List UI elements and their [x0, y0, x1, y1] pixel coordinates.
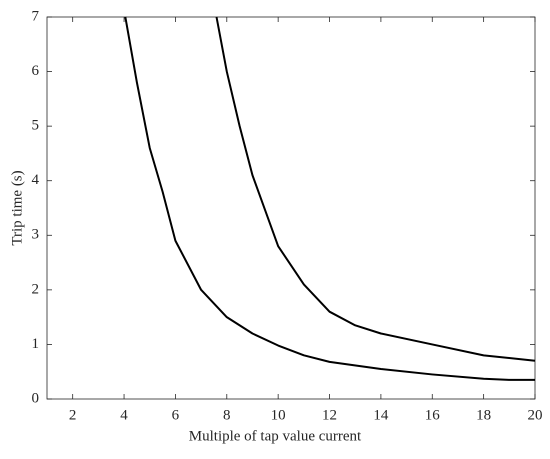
y-tick-label: 7: [32, 8, 40, 24]
x-tick-label: 20: [528, 407, 543, 423]
x-tick-label: 18: [476, 407, 491, 423]
curve: [215, 16, 536, 362]
y-tick-label: 1: [32, 336, 40, 352]
y-axis-label: Trip time (s): [9, 170, 25, 245]
x-tick-label: 6: [172, 407, 180, 423]
x-axis-label: Multiple of tap value current: [189, 428, 362, 444]
x-tick-label: 10: [271, 407, 286, 423]
x-tick-label: 12: [322, 407, 337, 423]
x-tick-label: 4: [120, 407, 128, 423]
y-tick-label: 3: [32, 227, 40, 243]
x-tick-label: 2: [69, 407, 77, 423]
plot-frame: [46, 16, 536, 400]
x-tick-label: 16: [425, 407, 441, 423]
curve: [124, 16, 535, 381]
y-tick-label: 0: [32, 390, 40, 406]
y-tick-label: 6: [32, 63, 40, 79]
y-tick-label: 5: [32, 118, 40, 134]
y-tick-label: 2: [32, 281, 40, 297]
x-tick-label: 14: [373, 407, 389, 423]
x-tick-label: 8: [223, 407, 231, 423]
y-tick-label: 4: [32, 172, 40, 188]
